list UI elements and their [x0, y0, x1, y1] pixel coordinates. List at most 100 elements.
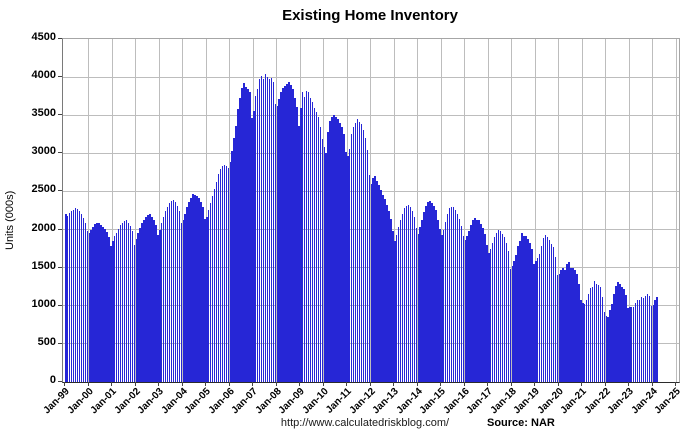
inventory-bar [209, 202, 212, 382]
inventory-bar [513, 260, 515, 382]
inventory-bar [80, 214, 83, 382]
inventory-bar [153, 219, 155, 382]
inventory-bar [423, 212, 425, 382]
inventory-bar [656, 297, 658, 382]
inventory-bar [427, 202, 429, 382]
inventory-bar [331, 116, 333, 382]
inventory-bar [274, 103, 277, 382]
inventory-bar [452, 207, 455, 382]
inventory-bar [576, 273, 578, 382]
inventory-bar [92, 226, 94, 382]
inventory-bar [525, 235, 527, 382]
y-gridline [63, 114, 679, 116]
inventory-bar [554, 257, 557, 382]
inventory-bar [654, 300, 656, 382]
inventory-bar [364, 138, 367, 382]
inventory-bar [437, 220, 439, 382]
inventory-bar [632, 307, 635, 382]
inventory-bar [221, 165, 224, 382]
inventory-bar [574, 269, 576, 382]
inventory-bar [229, 162, 231, 382]
inventory-bar [395, 234, 398, 382]
inventory-bar [131, 231, 134, 382]
inventory-bar [323, 147, 325, 382]
inventory-bar [476, 219, 478, 382]
inventory-bar [174, 202, 177, 382]
inventory-bar [652, 305, 654, 382]
inventory-bar [605, 316, 607, 382]
y-axis-tick [58, 114, 62, 116]
inventory-bar [129, 225, 132, 382]
inventory-bar [307, 92, 310, 382]
inventory-bar [125, 220, 128, 382]
inventory-bar [646, 294, 649, 382]
inventory-bar [319, 127, 322, 382]
inventory-bar [280, 92, 282, 382]
y-tick-label: 1500 [31, 259, 56, 272]
inventory-bar [278, 99, 280, 382]
y-axis-tick [58, 76, 62, 78]
inventory-bar [159, 229, 161, 382]
source-credit: Source: NAR [487, 417, 555, 429]
x-axis-tick [463, 382, 465, 386]
inventory-bar [127, 222, 130, 382]
inventory-bar [491, 242, 494, 382]
inventory-bar [90, 229, 92, 382]
inventory-bar [309, 98, 312, 382]
inventory-bar [535, 260, 537, 382]
inventory-bar [544, 234, 547, 382]
inventory-bar [572, 268, 574, 382]
inventory-bar [401, 213, 404, 382]
x-axis-tick [134, 382, 136, 386]
inventory-bar [286, 83, 288, 382]
inventory-bar [636, 299, 639, 382]
inventory-bar [515, 254, 517, 382]
inventory-bar [94, 224, 96, 382]
inventory-bar [178, 211, 181, 382]
inventory-bar [372, 177, 374, 382]
inventory-bar [168, 202, 171, 382]
inventory-bar [137, 233, 139, 382]
inventory-bar [480, 224, 482, 382]
inventory-bar [301, 92, 304, 382]
inventory-bar [629, 307, 631, 382]
inventory-bar [597, 285, 600, 382]
inventory-bar [613, 293, 615, 382]
x-gridline [135, 39, 136, 382]
inventory-bar [627, 308, 629, 382]
inventory-bar [237, 109, 239, 382]
inventory-bar [550, 244, 553, 382]
inventory-bar [117, 228, 120, 382]
inventory-bar [615, 285, 617, 382]
inventory-bar [343, 134, 345, 382]
inventory-bar [65, 213, 67, 382]
inventory-bar [439, 228, 441, 382]
inventory-bar [623, 289, 625, 382]
x-axis-tick [299, 382, 300, 386]
inventory-bar [104, 228, 106, 382]
inventory-bar [68, 212, 71, 382]
inventory-bar [413, 217, 416, 382]
inventory-bar [617, 282, 619, 382]
y-axis-tick [58, 342, 62, 344]
y-tick-label: 500 [37, 335, 56, 348]
inventory-bar [341, 127, 343, 382]
inventory-bar [399, 219, 402, 382]
inventory-bar [157, 234, 159, 382]
inventory-bar [582, 302, 584, 382]
inventory-bar [566, 263, 568, 382]
x-axis-tick [87, 382, 89, 386]
inventory-bar [650, 305, 653, 382]
inventory-bar [472, 219, 474, 382]
x-gridline [464, 39, 465, 382]
inventory-bar [333, 115, 335, 382]
inventory-bar [585, 300, 588, 382]
inventory-bar [607, 317, 609, 382]
inventory-bar [339, 122, 341, 382]
inventory-bar [407, 205, 410, 382]
inventory-bar [589, 288, 592, 382]
inventory-bar [206, 217, 208, 382]
inventory-bar [362, 130, 365, 382]
inventory-bar [583, 303, 586, 382]
inventory-bar [249, 92, 251, 382]
